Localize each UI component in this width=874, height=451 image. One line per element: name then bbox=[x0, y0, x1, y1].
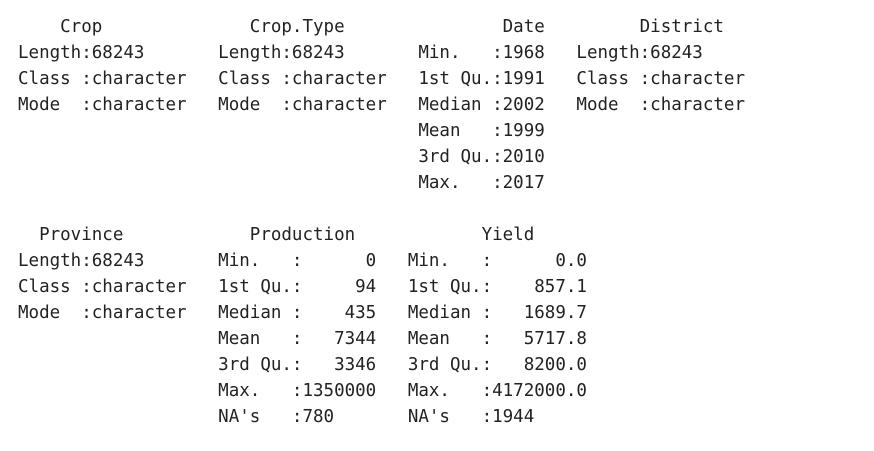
summary-row: Class :character Class :character 1st Qu… bbox=[18, 69, 767, 89]
summary-row: 3rd Qu.:2010 bbox=[18, 147, 767, 167]
summary-row: Mode :character Mode :character Median :… bbox=[18, 95, 767, 115]
summary-row: NA's :780 NA's :1944 bbox=[18, 407, 609, 427]
summary-row: Max. :2017 bbox=[18, 173, 767, 193]
summary-header-row-2: Province Production Yield bbox=[18, 225, 619, 245]
summary-row: Length:68243 Min. : 0 Min. : 0.0 bbox=[18, 251, 609, 271]
summary-row: 3rd Qu.: 3346 3rd Qu.: 8200.0 bbox=[18, 355, 609, 375]
summary-row: Length:68243 Length:68243 Min. :1968 Len… bbox=[18, 43, 767, 63]
summary-header-row-1: Crop Crop.Type Date District bbox=[18, 17, 788, 37]
summary-row: Mean : 7344 Mean : 5717.8 bbox=[18, 329, 609, 349]
summary-row: Max. :1350000 Max. :4172000.0 bbox=[18, 381, 609, 401]
summary-row: Class :character 1st Qu.: 94 1st Qu.: 85… bbox=[18, 277, 609, 297]
summary-row: Mode :character Median : 435 Median : 16… bbox=[18, 303, 609, 323]
summary-row: Mean :1999 bbox=[18, 121, 767, 141]
